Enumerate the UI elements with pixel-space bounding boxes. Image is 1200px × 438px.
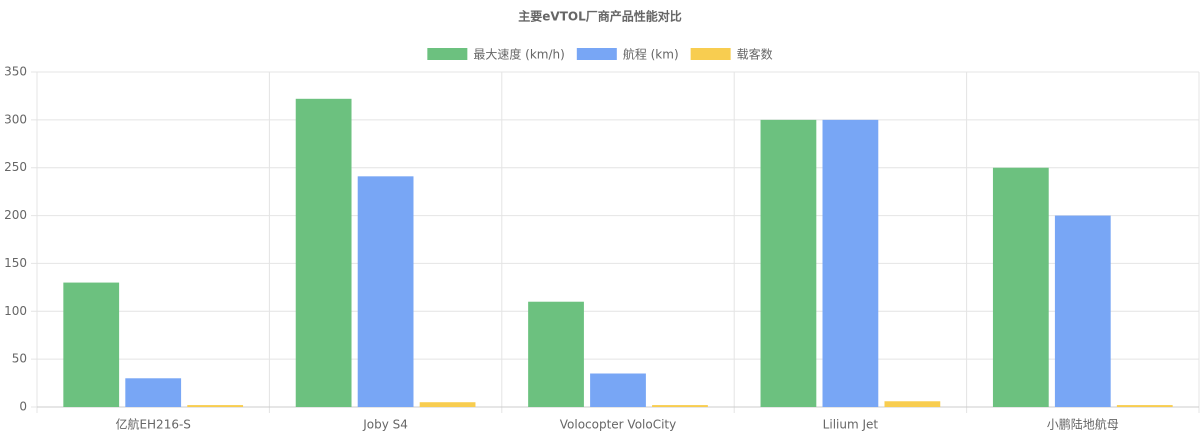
y-tick-label: 0: [19, 400, 27, 414]
bar: [295, 98, 352, 408]
y-tick-label: 250: [4, 160, 27, 174]
y-tick-label: 150: [4, 256, 27, 270]
legend-swatch: [690, 48, 731, 60]
chart-title: 主要eVTOL厂商产品性能对比: [518, 9, 681, 24]
bar: [652, 405, 708, 407]
bar: [1054, 215, 1111, 407]
legend-label: 载客数: [737, 47, 773, 62]
x-tick-label: Volocopter VoloCity: [560, 418, 677, 432]
bar: [822, 119, 879, 407]
bar: [63, 282, 120, 407]
legend-swatch: [576, 48, 617, 60]
y-tick-label: 100: [4, 304, 27, 318]
x-tick-label: 亿航EH216-S: [115, 417, 190, 432]
bar: [187, 405, 244, 407]
bar: [528, 301, 584, 407]
y-tick-label: 350: [4, 65, 27, 79]
y-tick-label: 50: [12, 352, 27, 366]
bar: [419, 402, 476, 407]
y-tick-label: 200: [4, 208, 27, 222]
x-tick-label: Joby S4: [362, 418, 408, 432]
bar: [1116, 405, 1173, 407]
x-tick-label: Lilium Jet: [823, 418, 879, 432]
bar: [992, 167, 1049, 407]
bar: [125, 378, 182, 407]
bar: [884, 401, 941, 407]
legend-label: 航程 (km): [623, 47, 679, 62]
x-tick-label: 小鹏陆地航母: [1047, 417, 1119, 432]
bar: [590, 373, 646, 407]
bar: [760, 119, 817, 407]
legend-swatch: [427, 48, 468, 60]
y-tick-label: 300: [4, 112, 27, 126]
bar: [357, 176, 414, 407]
legend-label: 最大速度 (km/h): [473, 47, 564, 62]
